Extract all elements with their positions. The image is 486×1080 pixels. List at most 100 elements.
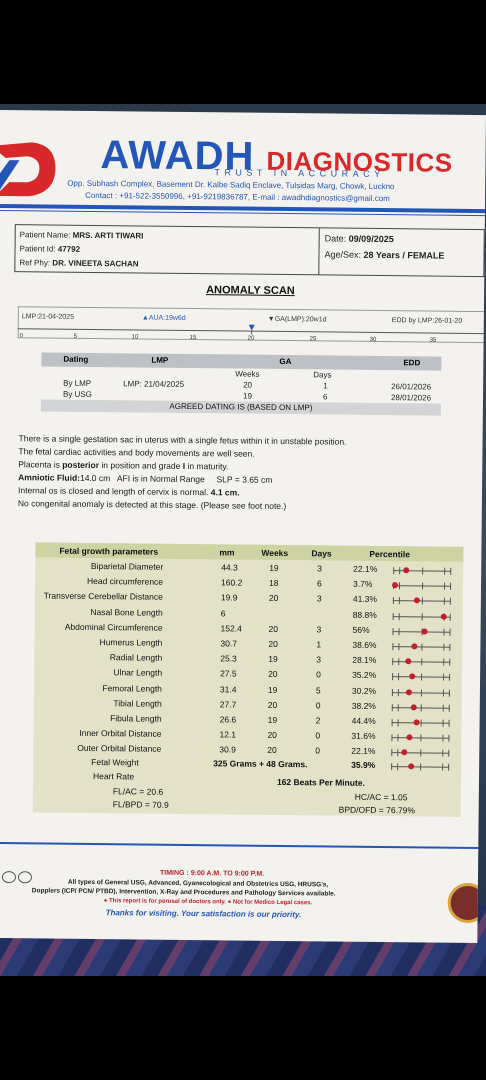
percentile-marker — [392, 582, 399, 589]
percentile-marker — [402, 567, 409, 574]
fetal-weight-value: 325 Grams + 48 Grams. — [213, 758, 308, 770]
growth-cell-mm: 26.6 — [219, 714, 237, 725]
percentile-marker — [440, 613, 447, 620]
ga-marker-icon — [248, 324, 255, 335]
percentile-tick — [420, 719, 422, 727]
timeline-tick: 5 — [73, 333, 78, 340]
fetal-growth-table: Fetal growth parameters mm Weeks Days Pe… — [32, 542, 464, 817]
heart-rate-label: Heart Rate — [92, 771, 135, 782]
growth-cell-name: Head circumference — [86, 576, 164, 587]
percentile-tick — [420, 658, 422, 666]
growth-cell-pct: 30.2% — [351, 685, 377, 696]
percentile-marker — [411, 643, 418, 650]
contact-info: Contact : +91-522-3550996, +91-921983678… — [85, 190, 390, 204]
percentile-tick — [444, 598, 446, 606]
percentile-tick — [391, 703, 393, 711]
percentile-tick — [442, 763, 444, 771]
growth-cell-pct: 3.7% — [353, 578, 373, 590]
header-days: Days — [311, 548, 332, 559]
percentile-bar — [392, 612, 451, 621]
timing: TIMING : 9:00 A.M. TO 9:00 P.M. — [159, 869, 265, 878]
percentile-marker — [406, 688, 413, 695]
header-percentile: Percentile — [369, 548, 411, 560]
percentile-marker — [421, 628, 428, 635]
percentile-tick — [444, 567, 446, 575]
fetal-weight-label: Fetal Weight — [91, 756, 139, 768]
percentile-tick — [392, 627, 394, 635]
percentile-tick — [392, 658, 394, 666]
percentile-tick — [448, 763, 450, 771]
patient-id: Patient Id: 47792 — [19, 244, 81, 254]
patient-name: Patient Name: MRS. ARTI TIWARI — [19, 230, 144, 241]
percentile-tick — [442, 719, 444, 727]
percentile-tick — [421, 567, 423, 575]
percentile-tick — [391, 688, 393, 696]
growth-cell-pct: 56% — [352, 624, 370, 635]
growth-cell-weeks: 19 — [267, 714, 278, 725]
header-weeks: Weeks — [261, 547, 289, 559]
percentile-tick — [419, 734, 421, 742]
percentile-bar — [391, 718, 450, 727]
growth-cell-pct: 22.1% — [351, 746, 376, 757]
percentile-marker — [410, 704, 417, 711]
percentile-bar — [391, 703, 450, 712]
disclaimer: ● This report is for perusal of doctors … — [103, 898, 313, 907]
growth-cell-mm: 160.2 — [221, 577, 243, 588]
findings-text: There is a single gestation sac in uteru… — [18, 432, 469, 515]
growth-cell-weeks: 20 — [268, 623, 279, 634]
timeline-tick: 35 — [429, 337, 437, 344]
growth-cell-days: 2 — [315, 715, 321, 726]
percentile-tick — [450, 567, 452, 575]
percentile-tick — [421, 613, 423, 621]
thanks-note: Thanks for visiting. Your satisfaction i… — [105, 908, 302, 920]
referring-physician: Ref Phy: DR. VINEETA SACHAN — [19, 258, 139, 269]
percentile-tick — [397, 734, 399, 742]
growth-cell-days: 1 — [316, 639, 322, 650]
growth-cell-weeks: 20 — [268, 669, 278, 680]
timeline-edd: EDD by LMP:26-01-20 — [391, 317, 463, 325]
percentile-tick — [392, 643, 394, 651]
growth-cell-days: 3 — [317, 563, 323, 574]
growth-cell-name: Humerus Length — [99, 637, 163, 648]
gestation-timeline: LMP:21-04-2025 ▲AUA:19w6d ▼GA(LMP):20w1d… — [17, 306, 484, 345]
growth-cell-days: 3 — [316, 624, 322, 635]
percentile-tick — [449, 628, 451, 636]
percentile-tick — [420, 643, 422, 651]
growth-cell-days: 3 — [316, 593, 322, 604]
growth-cell-days: 0 — [315, 730, 321, 741]
growth-cell-days: 6 — [317, 578, 322, 589]
percentile-tick — [398, 597, 400, 605]
growth-cell-days: 3 — [316, 654, 322, 665]
percentile-tick — [449, 674, 451, 682]
timeline-tick: 30 — [369, 336, 377, 343]
growth-cell-name: Radial Length — [109, 652, 163, 663]
growth-cell-weeks: 20 — [267, 745, 277, 756]
percentile-tick — [444, 582, 446, 590]
percentile-marker — [413, 719, 420, 726]
growth-cell-mm: 27.7 — [219, 699, 237, 710]
percentile-bar — [392, 673, 451, 682]
report-date: Date: 09/09/2025 — [324, 233, 394, 245]
timeline-tick: 10 — [131, 334, 139, 341]
growth-cell-mm: 12.1 — [219, 729, 237, 740]
growth-cell-pct: 44.4% — [351, 715, 376, 726]
percentile-tick — [448, 689, 450, 697]
growth-cell-weeks: 19 — [268, 654, 278, 665]
percentile-tick — [449, 643, 451, 651]
percentile-tick — [397, 673, 399, 681]
percentile-tick — [397, 658, 399, 666]
percentile-tick — [391, 734, 393, 742]
services-line-2: Dopplers (ICP/ PCN/ PTBD), Intervention,… — [31, 887, 336, 898]
growth-cell-mm: 19.9 — [220, 592, 238, 603]
percentile-tick — [391, 749, 393, 757]
percentile-marker — [409, 673, 416, 680]
percentile-tick — [398, 567, 400, 575]
percentile-tick — [392, 673, 394, 681]
growth-cell-weeks: 20 — [267, 730, 277, 741]
timeline-tick: 15 — [189, 334, 197, 342]
footer-divider — [0, 841, 479, 850]
hc-ac-ratio: HC/AC = 1.05 — [354, 791, 408, 803]
heart-rate-value: 162 Beats Per Minute. — [276, 776, 365, 788]
percentile-marker — [408, 763, 415, 770]
growth-cell-weeks: 18 — [269, 578, 279, 589]
